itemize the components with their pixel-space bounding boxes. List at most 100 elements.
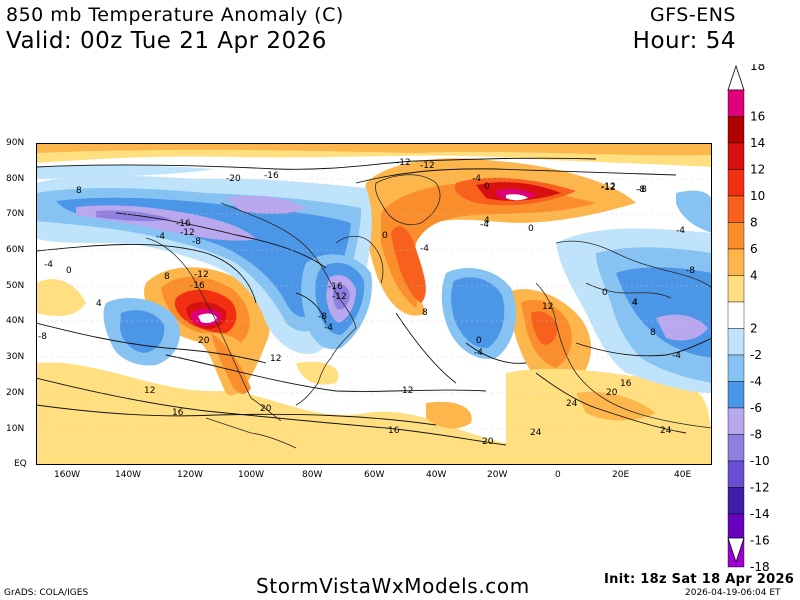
lon-label-20e: 20E: [612, 470, 630, 480]
colorbar-swatch: [727, 195, 745, 223]
coastlines: [145, 174, 712, 449]
colorbar-swatches: [727, 89, 745, 568]
lat-label-90n: 90N: [6, 138, 25, 148]
contour-label: 24: [530, 428, 542, 438]
colorbar-swatch: [727, 275, 745, 303]
contour-label: -16: [176, 219, 191, 229]
lat-label-50n: 50N: [6, 281, 25, 291]
contour-label: 8: [164, 272, 170, 282]
forecast-hour: Hour: 54: [632, 28, 736, 54]
colorbar-label: 10: [750, 189, 765, 203]
map-title: 850 mb Temperature Anomaly (C): [6, 4, 344, 26]
contour-label: 12: [402, 386, 413, 396]
lon-label-60w: 60W: [364, 470, 385, 480]
contour-label: -12: [396, 158, 411, 168]
contour-label: 0: [484, 182, 490, 192]
contour-label: 4: [632, 298, 638, 308]
colorbar-label: -14: [750, 507, 770, 521]
colorbar-labels: 18 16 14 12 10 8 6 4 2 -2 -4 -6 -8 -10 -12 -14 -16 -18: [750, 64, 770, 574]
contour-label: -8: [636, 185, 645, 195]
contour-label: 16: [172, 408, 184, 418]
lat-label-80n: 80N: [6, 174, 25, 184]
colorbar-bottom-arrow: [727, 537, 745, 564]
colorbar-label: 6: [750, 242, 758, 256]
contour-label: -12: [180, 228, 195, 238]
colorbar-swatch: [727, 381, 745, 409]
contour-label: -8: [38, 332, 47, 342]
contour-label: 16: [388, 426, 400, 436]
colorbar: 18 16 14 12 10 8 6 4 2 -2 -4 -6 -8 -10 -12 -14 -16 -18: [727, 64, 770, 574]
colorbar-label: -4: [750, 375, 762, 389]
contour-label: 0: [66, 266, 72, 276]
lon-label-40w: 40W: [426, 470, 447, 480]
anomaly-map: -20 -16 -12 -12 -4 -12 -8 -16 -12 -8 -4 …: [36, 143, 712, 465]
contour-label: -12: [601, 182, 616, 192]
lat-label-30n: 30N: [6, 352, 25, 362]
contour-label: -20: [226, 174, 241, 184]
contour-label: 12: [270, 354, 281, 364]
colorbar-label: -10: [750, 454, 770, 468]
contour-label: 4: [96, 299, 102, 309]
contour-label: 20: [260, 404, 272, 414]
contour-label: 12: [542, 302, 553, 312]
init-time: Init: 18z Sat 18 Apr 2026: [604, 572, 795, 587]
contour-label: 8: [650, 328, 656, 338]
contour-label: -16: [264, 171, 279, 181]
colorbar-label: 4: [750, 269, 758, 283]
contour-label: -12: [601, 183, 616, 193]
model-name: GFS-ENS: [649, 4, 736, 26]
contour-label: -4: [44, 260, 53, 270]
contour-label: -12: [420, 161, 435, 171]
colorbar-label: 14: [750, 136, 765, 150]
colorbar-label: -8: [750, 428, 762, 442]
contour-label: -8: [686, 266, 695, 276]
colorbar-label: 2: [750, 322, 758, 336]
contour-label: -4: [672, 351, 681, 361]
lat-label-20n: 20N: [6, 388, 25, 398]
colorbar-swatch: [727, 513, 745, 541]
contour-label: -8: [638, 185, 647, 195]
colorbar-swatch: [727, 487, 745, 515]
colorbar-swatch: [727, 301, 745, 329]
lon-label-20w: 20W: [487, 470, 508, 480]
contour-label: 0: [528, 224, 534, 234]
contour-label: -4: [324, 323, 333, 333]
contour-label: 12: [144, 386, 155, 396]
contour-label: -4: [474, 348, 483, 358]
colorbar-swatch: [727, 434, 745, 462]
warm-anomaly-fills: [36, 143, 712, 465]
colorbar-swatch: [727, 460, 745, 488]
lon-label-40e: 40E: [674, 470, 692, 480]
contour-label: -4: [480, 220, 489, 230]
colorbar-label: -12: [750, 481, 770, 495]
lon-label-80w: 80W: [302, 470, 323, 480]
site-watermark: StormVistaWxModels.com: [256, 574, 530, 598]
contour-label: 4: [632, 298, 638, 308]
cold-anomaly-fills: [36, 164, 712, 393]
colorbar-swatch: [727, 328, 745, 356]
valid-time: Valid: 00z Tue 21 Apr 2026: [6, 28, 327, 54]
contour-label: -16: [328, 282, 343, 292]
generated-time: 2026-04-19-06:04 ET: [685, 588, 781, 598]
contour-label: 4: [484, 216, 490, 226]
lon-label-100w: 100W: [238, 470, 265, 480]
colorbar-label: -2: [750, 348, 762, 362]
contour-label: 24: [566, 399, 578, 409]
contour-label: 0: [476, 336, 482, 346]
colorbar-swatch: [727, 89, 745, 117]
contour-label: -8: [318, 312, 327, 322]
colorbar-swatch: [727, 354, 745, 382]
contour-label: -4: [156, 232, 165, 242]
lat-label-60n: 60N: [6, 245, 25, 255]
contour-label: 16: [620, 379, 632, 389]
colorbar-swatch: [727, 169, 745, 197]
contour-label: 0: [382, 231, 388, 241]
contour-label: 8: [76, 186, 82, 196]
colorbar-swatch: [727, 248, 745, 276]
contour-lines: [36, 157, 712, 446]
lon-label-140w: 140W: [115, 470, 142, 480]
lat-label-eq: EQ: [14, 459, 27, 469]
colorbar-swatch: [727, 222, 745, 250]
contour-label: 0: [602, 288, 608, 298]
contour-label: -4: [420, 244, 429, 254]
